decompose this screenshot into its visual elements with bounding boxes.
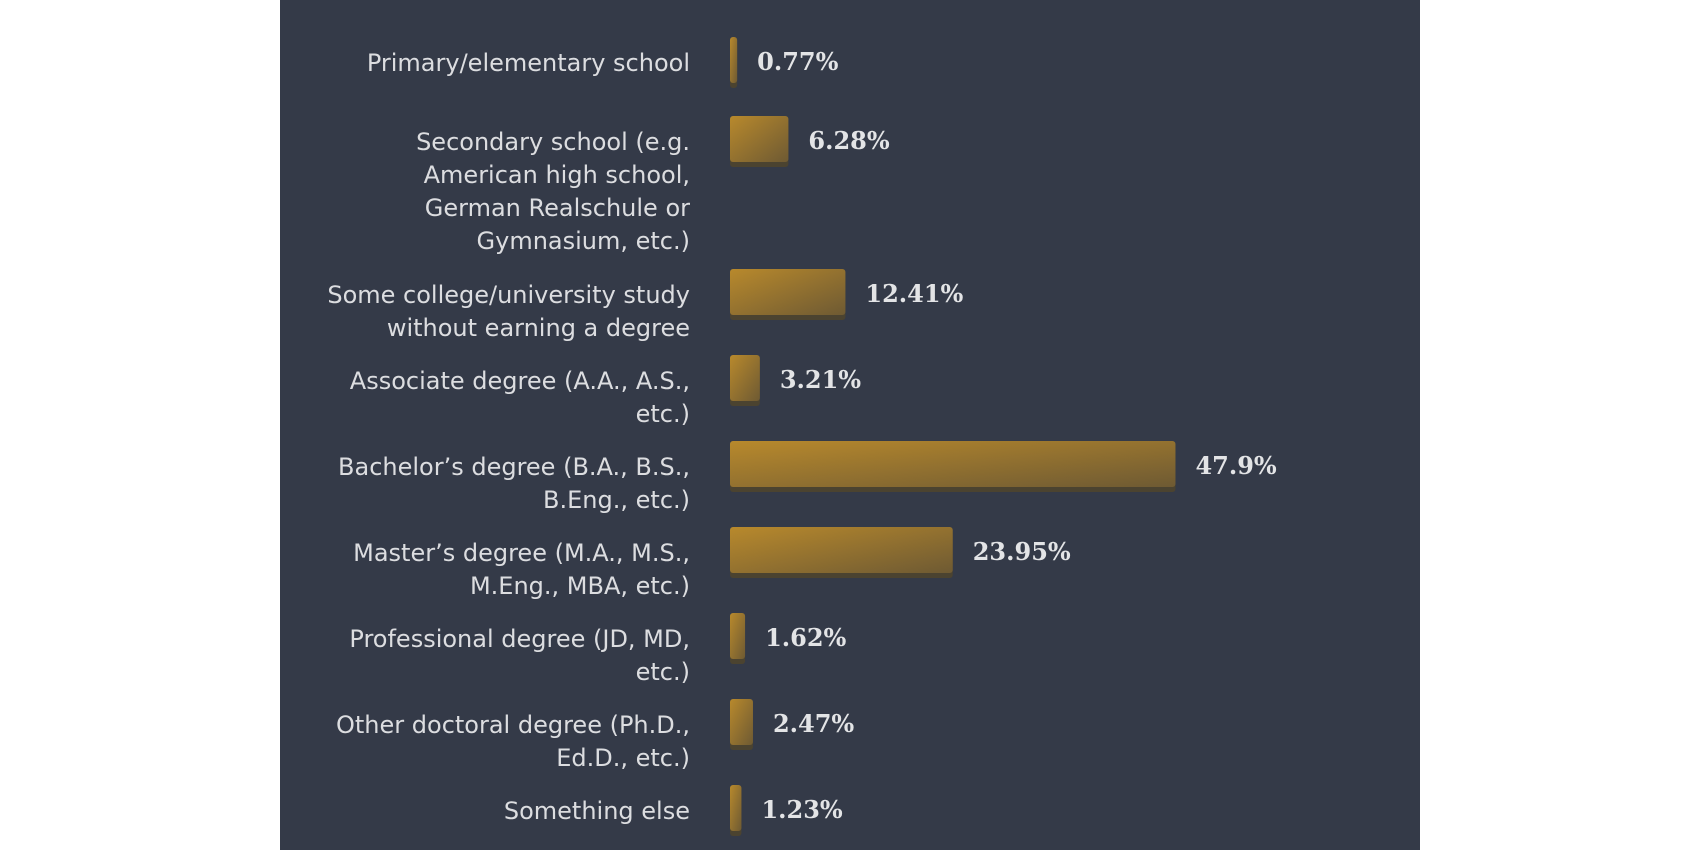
bar-row: 6.28% Secondary school (e.g. American high… bbox=[416, 116, 890, 255]
value-label: 23.95% bbox=[973, 537, 1071, 566]
category-label-line: etc.) bbox=[636, 400, 690, 428]
category-label: Some college/university study without ear… bbox=[327, 281, 690, 342]
value-label: 1.23% bbox=[761, 795, 842, 824]
bar bbox=[730, 116, 789, 162]
value-label: 47.9% bbox=[1195, 451, 1276, 480]
education-bar-chart: 0.77% Primary/elementary school 6.28% Secon… bbox=[327, 37, 1277, 836]
value-label: 3.21% bbox=[780, 365, 861, 394]
category-label-line: Bachelor’s degree (B.A., B.S., bbox=[338, 453, 690, 481]
category-label-line: Master’s degree (M.A., M.S., bbox=[353, 539, 690, 567]
value-label: 0.77% bbox=[757, 47, 838, 76]
value-label: 6.28% bbox=[808, 126, 889, 155]
category-label-line: Some college/university study bbox=[327, 281, 690, 309]
category-label: Professional degree (JD, MD, etc.) bbox=[349, 625, 690, 686]
category-label: Something else bbox=[504, 797, 690, 825]
value-label: 2.47% bbox=[773, 709, 854, 738]
chart-panel: 0.77% Primary/elementary school 6.28% Secon… bbox=[280, 0, 1420, 850]
bar-row: 23.95% Master’s degree (M.A., M.S., M.Eng.… bbox=[353, 527, 1071, 600]
bar-row: 47.9% Bachelor’s degree (B.A., B.S., B.Eng… bbox=[338, 441, 1277, 514]
category-label: Associate degree (A.A., A.S., etc.) bbox=[350, 367, 690, 428]
category-label-line: without earning a degree bbox=[387, 314, 690, 342]
category-label-line: Other doctoral degree (Ph.D., bbox=[336, 711, 690, 739]
bars-layer: 0.77% Primary/elementary school 6.28% Secon… bbox=[327, 37, 1277, 836]
category-label-line: American high school, bbox=[424, 161, 690, 189]
category-label: Master’s degree (M.A., M.S., M.Eng., MBA,… bbox=[353, 539, 690, 600]
bar-row: 0.77% Primary/elementary school bbox=[367, 37, 839, 88]
category-label-line: Gymnasium, etc.) bbox=[477, 227, 690, 255]
category-label-line: Ed.D., etc.) bbox=[556, 744, 690, 772]
category-label: Secondary school (e.g. American high scho… bbox=[416, 128, 690, 255]
bar bbox=[730, 37, 738, 83]
category-label: Bachelor’s degree (B.A., B.S., B.Eng., et… bbox=[338, 453, 690, 514]
bar bbox=[730, 785, 742, 831]
category-label-line: Primary/elementary school bbox=[367, 49, 690, 77]
category-label: Other doctoral degree (Ph.D., Ed.D., etc.… bbox=[336, 711, 690, 772]
category-label-line: Secondary school (e.g. bbox=[416, 128, 690, 156]
bar bbox=[730, 355, 760, 401]
category-label-line: B.Eng., etc.) bbox=[543, 486, 690, 514]
bar-row: 1.62% Professional degree (JD, MD, etc.) bbox=[349, 613, 847, 686]
category-label: Primary/elementary school bbox=[367, 49, 690, 77]
bar bbox=[730, 613, 746, 659]
category-label-line: Associate degree (A.A., A.S., bbox=[350, 367, 690, 395]
value-label: 12.41% bbox=[865, 279, 963, 308]
category-label-line: Something else bbox=[504, 797, 690, 825]
category-label-line: etc.) bbox=[636, 658, 690, 686]
category-label-line: Professional degree (JD, MD, bbox=[349, 625, 690, 653]
category-label-line: German Realschule or bbox=[425, 194, 690, 222]
bar-row: 2.47% Other doctoral degree (Ph.D., Ed.D.,… bbox=[336, 699, 854, 772]
bar-row: 1.23% Something else bbox=[504, 785, 843, 836]
category-label-line: M.Eng., MBA, etc.) bbox=[470, 572, 690, 600]
bar bbox=[730, 699, 753, 745]
bar bbox=[730, 441, 1176, 487]
value-label: 1.62% bbox=[765, 623, 846, 652]
bar-row: 12.41% Some college/university study witho… bbox=[327, 269, 964, 342]
bar bbox=[730, 527, 953, 573]
bar-row: 3.21% Associate degree (A.A., A.S., etc.) bbox=[350, 355, 861, 428]
bar bbox=[730, 269, 846, 315]
